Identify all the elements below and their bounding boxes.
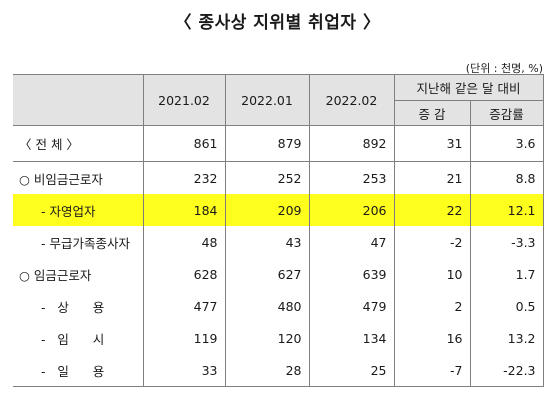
cell: 48 [142,226,226,258]
header-yoy: 지난해 같은 달 대비 [393,74,544,101]
table-row: - 상 용 477 480 479 2 0.5 [13,290,544,322]
cell: 479 [308,290,395,322]
cell: 184 [142,194,226,226]
cell: 0.5 [469,290,544,322]
employment-table: 2021.02 2022.01 2022.02 지난해 같은 달 대비 증 감 … [13,74,544,387]
row-label: - 자영업자 [41,203,96,219]
cell: 209 [224,194,310,226]
table-row: - 일 용 33 28 25 -7 -22.3 [13,354,544,387]
cell: 31 [393,125,471,162]
cell: 252 [224,161,310,194]
cell: 10 [393,258,471,290]
cell: 47 [308,226,395,258]
header-change-rate: 증감률 [469,100,544,126]
cell: 12.1 [469,194,544,226]
row-label: ○ 임금근로자 [13,258,144,290]
table-row-highlighted: - 자영업자 184 209 206 22 12.1 [13,194,544,226]
cell: 639 [308,258,395,290]
cell: -7 [393,354,471,387]
cell: 43 [224,226,310,258]
cell: 232 [142,161,226,194]
cell: -2 [393,226,471,258]
cell: 119 [142,322,226,354]
cell: 861 [142,125,226,162]
header-change: 증 감 [393,100,471,126]
row-label: - 상 용 [41,299,105,315]
cell: 33 [142,354,226,387]
table-row: 〈 전 체 〉 861 879 892 31 3.6 [13,125,544,162]
cell: 8.8 [469,161,544,194]
row-label: - 임 시 [41,331,105,347]
cell: 120 [224,322,310,354]
table-row: - 임 시 119 120 134 16 13.2 [13,322,544,354]
cell: 628 [142,258,226,290]
cell: 2 [393,290,471,322]
cell: 627 [224,258,310,290]
row-label: - 일 용 [41,363,105,379]
table-row: ○ 임금근로자 628 627 639 10 1.7 [13,258,544,290]
cell: -3.3 [469,226,544,258]
page-title: 〈 종사상 지위별 취업자 〉 [174,13,381,33]
row-label: ○ 비임금근로자 [13,161,144,194]
cell: 22 [393,194,471,226]
header-empty [13,74,144,126]
row-label: - 무급가족종사자 [41,235,130,251]
cell: -22.3 [469,354,544,387]
cell: 16 [393,322,471,354]
header-2021-02: 2021.02 [142,74,226,126]
cell: 480 [224,290,310,322]
unit-note: (단위 : 천명, %) [465,62,543,75]
header-2022-01: 2022.01 [224,74,310,126]
row-label: 〈 전 체 〉 [13,125,144,162]
header-2022-02: 2022.02 [308,74,395,126]
cell: 134 [308,322,395,354]
cell: 28 [224,354,310,387]
table-row: ○ 비임금근로자 232 252 253 21 8.8 [13,161,544,194]
cell: 206 [308,194,395,226]
cell: 879 [224,125,310,162]
table-row: - 무급가족종사자 48 43 47 -2 -3.3 [13,226,544,258]
cell: 1.7 [469,258,544,290]
cell: 253 [308,161,395,194]
cell: 13.2 [469,322,544,354]
cell: 3.6 [469,125,544,162]
cell: 25 [308,354,395,387]
cell: 892 [308,125,395,162]
cell: 21 [393,161,471,194]
cell: 477 [142,290,226,322]
